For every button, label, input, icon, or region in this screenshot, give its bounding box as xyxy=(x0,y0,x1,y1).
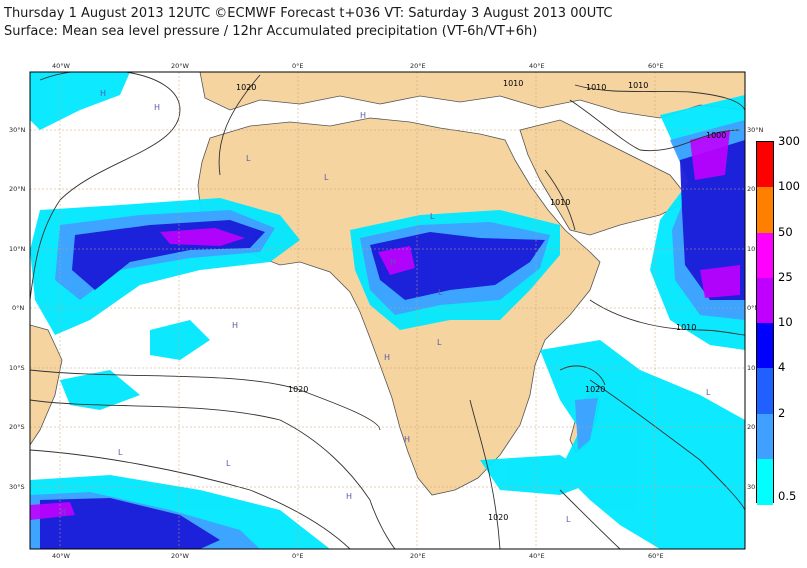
lat-label: 30°N xyxy=(747,126,764,134)
isobar-label: 1020 xyxy=(585,385,605,394)
lon-label: 40°E xyxy=(529,552,545,560)
lat-label: 10 xyxy=(747,364,755,372)
isobar-label: 1010 xyxy=(503,79,523,88)
legend-label: 4 xyxy=(778,360,786,375)
lon-labels-bottom: 40°W 20°W 0°E 20°E 40°E 60°E xyxy=(52,552,664,560)
pressure-center: L xyxy=(430,212,435,221)
legend-label: 10 xyxy=(778,315,793,329)
pressure-center: H xyxy=(360,111,366,120)
lon-label: 20°E xyxy=(410,552,426,560)
legend-label: 50 xyxy=(778,224,793,239)
lon-label: 40°W xyxy=(52,62,71,70)
pressure-center: L xyxy=(246,154,251,163)
pressure-center: L xyxy=(706,388,711,397)
lon-labels-top: 40°W 20°W 0°E 20°E 40°E 60°E xyxy=(52,62,664,70)
pressure-center: L xyxy=(324,173,329,182)
map-frame xyxy=(29,71,746,550)
pressure-center: H xyxy=(154,103,160,112)
lat-label: 30°S xyxy=(9,483,25,491)
pressure-center: L xyxy=(438,288,443,297)
lat-label: 10°N xyxy=(9,245,26,253)
pressure-center: H xyxy=(390,258,396,267)
lon-label: 20°W xyxy=(171,62,190,70)
lat-label: 0°N xyxy=(12,304,24,312)
lat-label: 20 xyxy=(747,423,755,431)
title-line-2: Surface: Mean sea level pressure / 12hr … xyxy=(4,24,538,39)
legend-swatch xyxy=(757,323,773,369)
precip-intense xyxy=(30,130,740,520)
lat-label: 10 xyxy=(747,245,755,253)
isobar-label: 1000 xyxy=(706,131,726,140)
isobar-label: 1010 xyxy=(586,83,606,92)
lat-labels-right: 30°N 20 10 0°N 10 20 30 xyxy=(747,126,764,491)
lon-label: 60°E xyxy=(648,552,664,560)
land-arabia xyxy=(519,119,691,236)
isobar-labels: 1010 1010 1010 1000 1010 1020 1010 1020 … xyxy=(236,79,726,522)
isobar-label: 1020 xyxy=(488,513,508,522)
legend-label: 300 xyxy=(778,134,800,148)
lon-label: 0°E xyxy=(292,552,304,560)
lat-label: 20°N xyxy=(9,185,26,193)
lon-label: 40°W xyxy=(52,552,71,560)
lat-labels-left: 30°N 20°N 10°N 0°N 10°S 20°S 30°S xyxy=(9,126,26,491)
pressure-centers: H H H L L L H H H H L L L L H H L L xyxy=(60,89,711,524)
isobar-label: 1020 xyxy=(288,385,308,394)
pressure-center: L xyxy=(226,459,231,468)
lat-label: 20 xyxy=(747,185,755,193)
legend-label: 25 xyxy=(778,269,793,284)
legend-swatch xyxy=(757,187,773,233)
pressure-center: H xyxy=(232,321,238,330)
lat-label: 30°N xyxy=(9,126,26,134)
pressure-center: L xyxy=(118,448,123,457)
legend-swatch xyxy=(757,458,773,505)
lon-label: 40°E xyxy=(529,62,545,70)
title-line-1: Thursday 1 August 2013 12UTC ©ECMWF Fore… xyxy=(4,6,613,21)
pressure-center: H xyxy=(384,353,390,362)
isobars xyxy=(30,72,745,549)
legend-label: 100 xyxy=(778,179,800,194)
pressure-center: L xyxy=(437,338,442,347)
precip-heavy xyxy=(40,140,745,549)
lon-label: 60°E xyxy=(648,62,664,70)
lon-label: 0°E xyxy=(292,62,304,70)
lon-label: 20°W xyxy=(171,552,190,560)
graticule xyxy=(30,72,745,549)
land-south-america xyxy=(30,324,63,446)
legend-swatch xyxy=(757,413,773,460)
pressure-center: H xyxy=(60,508,66,517)
legend-swatch xyxy=(757,368,773,414)
legend-swatch xyxy=(757,232,773,279)
pressure-center: H xyxy=(100,89,106,98)
legend-swatch xyxy=(757,142,773,188)
lat-label: 0°N xyxy=(747,304,759,312)
isobar-label: 1020 xyxy=(236,83,256,92)
isobar-label: 1010 xyxy=(676,323,696,332)
legend-label: 0.5 xyxy=(778,489,797,503)
isobar-label: 1010 xyxy=(550,198,570,207)
legend-swatch xyxy=(757,277,773,324)
lat-label: 20°S xyxy=(9,423,25,431)
pressure-center: L xyxy=(566,515,571,524)
precip-legend-bar xyxy=(756,141,774,505)
lat-label: 10°S xyxy=(9,364,25,372)
pressure-center: H xyxy=(404,435,410,444)
isobar-label: 1010 xyxy=(628,81,648,90)
lat-label: 30 xyxy=(747,483,755,491)
lon-label: 20°E xyxy=(410,62,426,70)
pressure-center: H xyxy=(346,492,352,501)
legend-label: 2 xyxy=(778,405,786,420)
